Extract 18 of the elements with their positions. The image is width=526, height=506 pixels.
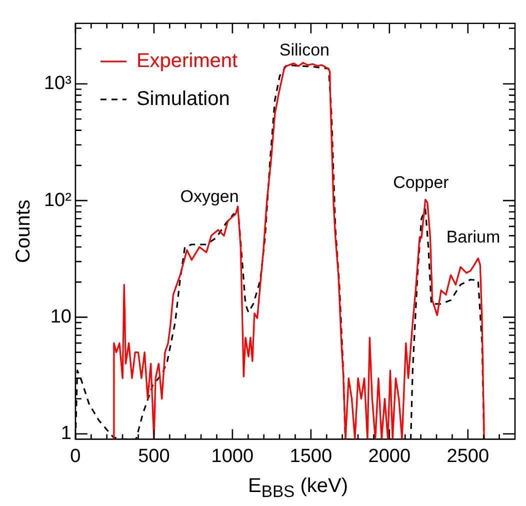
x-tick-label: 500 — [138, 446, 170, 467]
legend-label: Simulation — [136, 88, 230, 110]
annotation: Copper — [393, 172, 450, 192]
y-tick-label: 10³ — [44, 73, 72, 94]
x-tick-label: 1000 — [211, 446, 254, 467]
x-tick-label: 0 — [70, 446, 81, 467]
annotation: Silicon — [279, 40, 330, 60]
y-tick-label: 1 — [60, 423, 72, 444]
annotation: Barium — [446, 228, 500, 247]
legend-label: Experiment — [136, 50, 238, 72]
y-axis-title: Counts — [12, 200, 35, 263]
x-tick-label: 2000 — [368, 446, 411, 467]
x-axis-title: E$_{BBS}$ (keV) — [246, 474, 350, 503]
annotation: Oxygen — [180, 186, 239, 206]
x-tick-label: 1500 — [290, 446, 332, 467]
x-tick-label: 2500 — [446, 446, 490, 467]
y-tick-label: 10² — [44, 190, 72, 211]
y-tick-label: 10 — [50, 306, 72, 328]
